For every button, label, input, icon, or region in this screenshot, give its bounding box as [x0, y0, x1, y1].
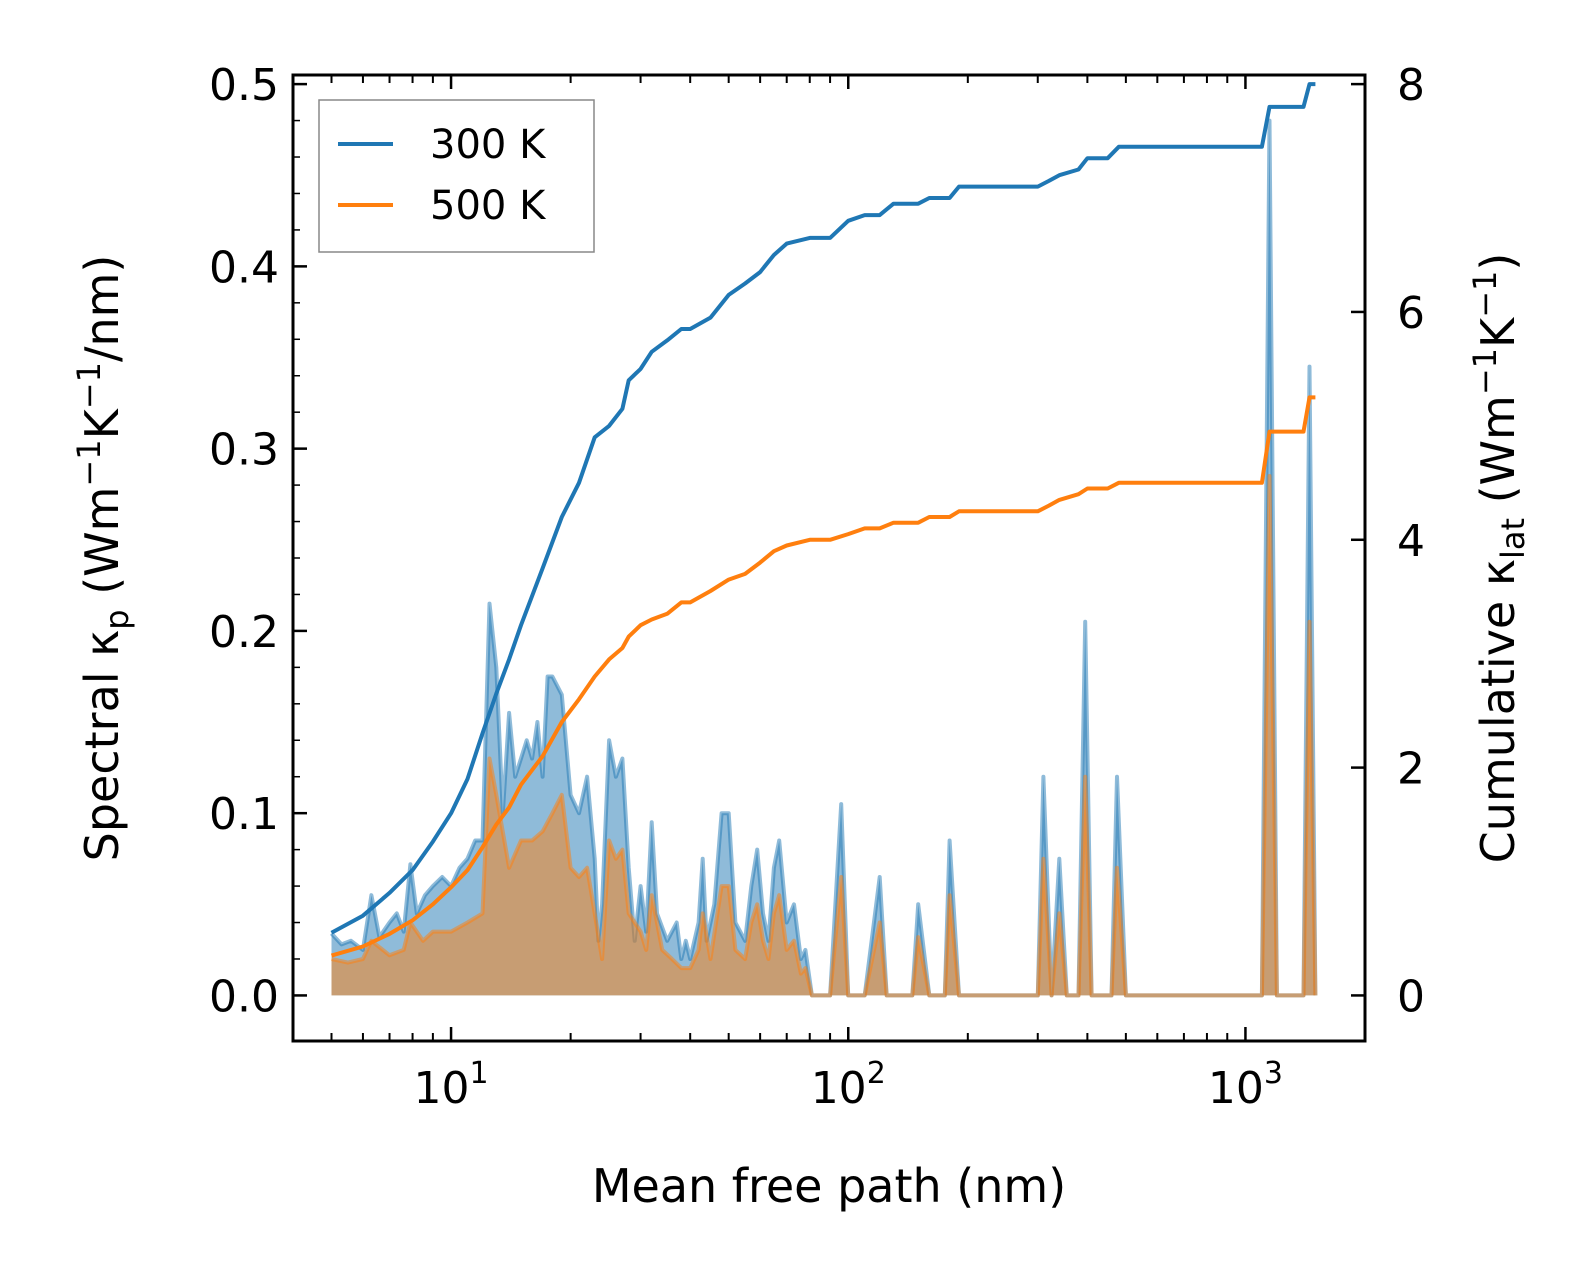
y-left-main: Spectral κ — [75, 630, 129, 862]
y-right-suffix: ) — [1471, 253, 1525, 271]
y-right-tick-label: 6 — [1397, 288, 1425, 339]
y-axis-right-label: Cumulative κlat (Wm−1K−1) — [1466, 253, 1532, 864]
x-tick-label: 102 — [811, 1056, 886, 1114]
y-right-sup2: −1 — [1466, 271, 1504, 318]
y-left-sup2: −1 — [70, 362, 108, 409]
y-left-prefix: (Wm — [75, 487, 129, 610]
y-left-tick-label: 0.1 — [209, 789, 279, 840]
series-line-layer — [330, 82, 1316, 958]
cumulative-line-1 — [330, 395, 1316, 958]
y-left-tick-label: 0.4 — [209, 242, 279, 293]
y-axis-left-label: Spectral κp (Wm−1K−1/nm) — [70, 255, 136, 862]
spectral-area-1 — [331, 476, 1316, 996]
y-right-main: Cumulative κ — [1471, 559, 1525, 863]
legend: 300 K 500 K — [318, 99, 595, 253]
y-left-tick-label: 0.0 — [209, 971, 279, 1022]
y-right-sub: lat — [1494, 518, 1532, 559]
y-right-sup1: −1 — [1466, 348, 1504, 395]
y-right-mid: K — [1471, 316, 1525, 348]
cumulative-line-0 — [330, 82, 1316, 935]
y-left-sub: p — [98, 609, 136, 629]
y-right-tick-label: 4 — [1397, 516, 1425, 567]
y-right-tick-label: 0 — [1397, 971, 1425, 1022]
x-tick-exp: 3 — [1264, 1056, 1283, 1091]
y-left-mid: K — [75, 407, 129, 439]
y-left-suffix: /nm) — [75, 255, 129, 362]
legend-label-300k: 300 K — [430, 122, 547, 168]
x-tick-label: 103 — [1208, 1056, 1283, 1114]
y-right-prefix: (Wm — [1471, 395, 1525, 518]
x-tick-exp: 1 — [470, 1056, 489, 1091]
x-tick-base: 10 — [1208, 1063, 1264, 1114]
y-left-tick-label: 0.5 — [209, 60, 279, 111]
spectral-line-1 — [331, 474, 1318, 998]
x-tick-base: 10 — [414, 1063, 470, 1114]
y-right-tick-label: 8 — [1397, 60, 1425, 111]
y-left-tick-label: 0.3 — [209, 425, 279, 476]
y-right-tick-label: 2 — [1397, 744, 1425, 795]
x-tick-exp: 2 — [867, 1056, 886, 1091]
x-tick-label: 101 — [414, 1056, 489, 1114]
x-tick-base: 10 — [811, 1063, 867, 1114]
legend-label-500k: 500 K — [430, 183, 547, 229]
y-left-sup1: −1 — [70, 439, 108, 486]
legend-box — [318, 99, 595, 253]
y-left-tick-label: 0.2 — [209, 607, 279, 658]
plot-frame — [291, 73, 1367, 1043]
x-axis-label: Mean free path (nm) — [592, 1159, 1066, 1213]
